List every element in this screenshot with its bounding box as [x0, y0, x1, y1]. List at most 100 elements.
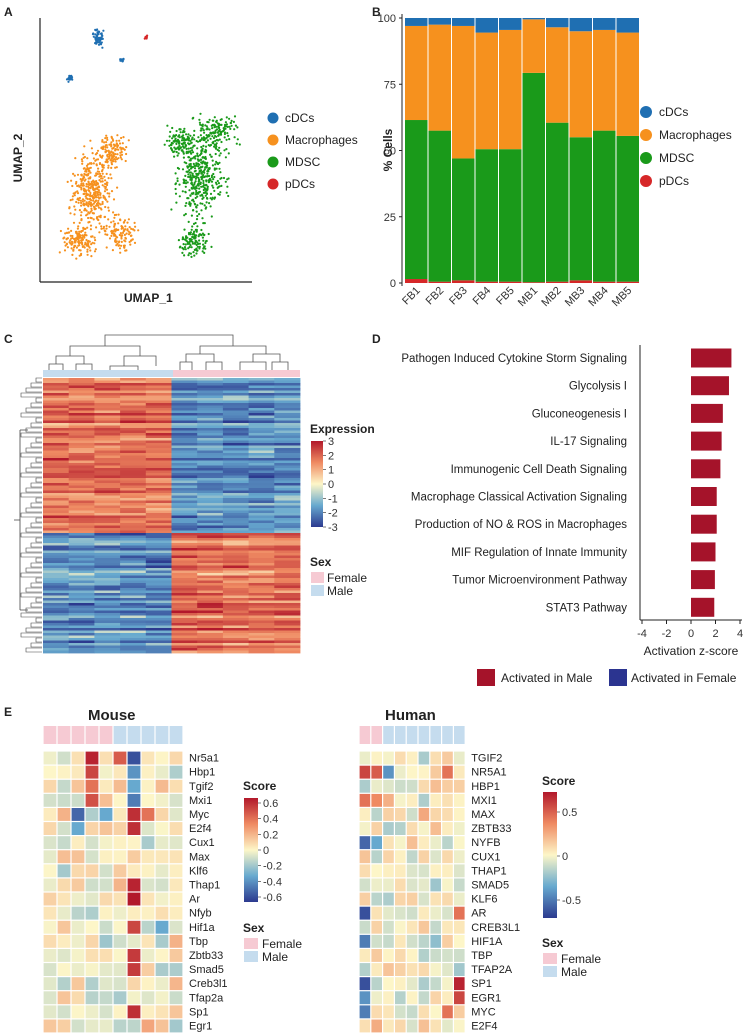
heatmap-cell	[43, 573, 70, 576]
score-cell	[406, 864, 418, 878]
heatmap-cell	[68, 430, 95, 434]
heatmap-cell	[120, 650, 147, 654]
heatmap-cell	[222, 405, 249, 409]
heatmap-cell	[68, 420, 95, 424]
heatmap-cell	[248, 410, 275, 414]
umap-point	[198, 190, 201, 193]
umap-point	[227, 177, 230, 180]
heatmap-cell	[222, 398, 249, 401]
umap-point	[210, 245, 213, 248]
score-cell	[383, 836, 394, 850]
heatmap-cell	[145, 455, 172, 459]
heatmap-cell	[68, 645, 95, 649]
row-dendrogram-branch	[20, 472, 42, 478]
gene-label: Hbp1	[189, 767, 215, 779]
umap-point	[94, 239, 97, 242]
heatmap-cell	[197, 390, 224, 394]
heatmap-cell	[171, 620, 198, 624]
heatmap-cell	[43, 495, 70, 499]
heatmap-cell	[120, 635, 147, 639]
score-cell	[359, 808, 371, 821]
sex-bar-male	[43, 370, 173, 377]
heatmap-cell	[94, 428, 121, 431]
umap-point	[95, 181, 98, 185]
heatmap-cell	[248, 635, 275, 639]
heatmap-cell	[171, 585, 198, 589]
umap-point	[196, 225, 199, 228]
umap-point	[97, 43, 101, 46]
heatmap-cell	[171, 488, 198, 491]
umap-point	[202, 144, 205, 147]
bar-segment-macrophages	[522, 19, 545, 73]
umap-point	[93, 182, 96, 185]
umap-point	[218, 128, 221, 132]
score-cell	[99, 892, 113, 906]
heatmap-cell	[43, 478, 70, 481]
heatmap-cell	[248, 548, 275, 551]
heatmap-cell	[94, 485, 121, 489]
heatmap-cell	[274, 550, 301, 554]
umap-point	[102, 166, 105, 169]
heatmap-cell	[145, 505, 172, 509]
umap-point	[194, 180, 197, 183]
score-cell	[371, 850, 382, 864]
umap-point	[99, 155, 102, 158]
umap-point	[227, 152, 230, 155]
umap-point	[177, 147, 180, 150]
heatmap-cell	[43, 530, 70, 534]
heatmap-cell	[171, 380, 198, 384]
heatmap-cell	[248, 530, 275, 534]
heatmap-cell	[145, 548, 172, 551]
heatmap-cell	[197, 488, 224, 491]
umap-point	[104, 230, 107, 233]
umap-point	[114, 160, 117, 163]
heatmap-cell	[68, 413, 95, 416]
umap-point	[219, 171, 222, 174]
heatmap-cell	[274, 503, 301, 506]
heatmap-cell	[94, 505, 121, 509]
heatmap-cell	[43, 425, 70, 429]
heatmap-cell	[171, 598, 198, 601]
heatmap-cell	[274, 555, 301, 559]
umap-point	[81, 198, 85, 201]
score-cell	[85, 779, 99, 793]
heatmap-cell	[94, 438, 121, 441]
umap-point	[124, 237, 127, 240]
heatmap-cell	[222, 478, 249, 481]
heatmap-cell	[68, 633, 95, 636]
umap-point	[84, 227, 87, 230]
umap-point	[220, 123, 223, 126]
heatmap-cell	[120, 418, 147, 421]
score-cell	[395, 751, 406, 765]
umap-point	[96, 28, 99, 31]
heatmap-cell	[120, 565, 147, 569]
bar-segment-pdcs	[593, 281, 616, 283]
umap-point	[104, 137, 107, 140]
umap-point	[111, 232, 115, 235]
heatmap-cell	[120, 553, 147, 556]
heatmap-cell	[120, 640, 147, 644]
umap-point	[91, 194, 94, 197]
heatmap-cell	[171, 503, 198, 506]
heatmap-cell	[94, 648, 121, 651]
score-cell	[127, 1005, 141, 1019]
score-cell	[395, 765, 406, 779]
umap-point	[227, 194, 230, 198]
score-cell	[85, 850, 99, 864]
heatmap-cell	[171, 378, 198, 381]
human-scale-labels: 0.50-0.5	[557, 807, 581, 907]
umap-point	[175, 129, 178, 133]
umap-point	[183, 254, 186, 257]
umap-point	[199, 112, 202, 115]
heatmap-cell	[274, 435, 301, 439]
umap-point	[111, 147, 114, 150]
heatmap-cell	[43, 520, 70, 524]
umap-point	[91, 212, 94, 215]
umap-point	[206, 172, 209, 175]
score-cell	[359, 949, 371, 962]
pathway-label: Pathogen Induced Cytokine Storm Signalin…	[401, 353, 627, 365]
row-dendrogram-branch	[20, 532, 42, 538]
heatmap-cell	[171, 610, 198, 614]
sex-annotation-cell	[57, 726, 71, 744]
heatmap-cell	[274, 455, 301, 459]
